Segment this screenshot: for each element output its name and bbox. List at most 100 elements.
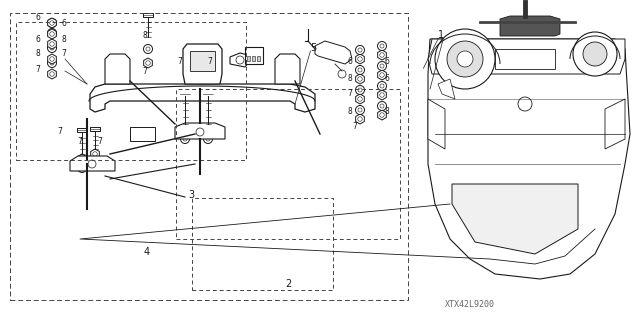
Polygon shape: [605, 99, 625, 149]
Polygon shape: [428, 39, 625, 74]
Text: 7: 7: [36, 64, 40, 73]
Text: 7: 7: [207, 57, 212, 66]
Bar: [252, 56, 255, 61]
Text: 7: 7: [143, 67, 147, 76]
Text: 7: 7: [61, 49, 67, 58]
Polygon shape: [356, 114, 364, 124]
Text: 5: 5: [310, 43, 317, 53]
Circle shape: [378, 101, 387, 110]
Polygon shape: [77, 128, 87, 132]
Circle shape: [355, 65, 365, 75]
Polygon shape: [356, 94, 364, 104]
Polygon shape: [378, 110, 387, 120]
Circle shape: [378, 41, 387, 50]
Circle shape: [205, 128, 211, 132]
Polygon shape: [230, 53, 250, 67]
Circle shape: [47, 28, 56, 38]
Text: 8: 8: [143, 31, 147, 40]
Polygon shape: [428, 39, 630, 279]
Circle shape: [88, 160, 96, 168]
Circle shape: [204, 135, 212, 144]
Circle shape: [380, 73, 384, 77]
Text: 7: 7: [353, 122, 357, 131]
Polygon shape: [77, 154, 86, 164]
Circle shape: [573, 32, 617, 76]
Circle shape: [378, 62, 387, 70]
Polygon shape: [175, 123, 225, 139]
Text: 6: 6: [36, 34, 40, 43]
Text: 7: 7: [348, 89, 353, 98]
Text: 6: 6: [385, 57, 389, 66]
Circle shape: [355, 85, 365, 94]
Text: 1: 1: [438, 30, 445, 40]
Circle shape: [380, 113, 384, 117]
Text: 8: 8: [348, 74, 353, 83]
Circle shape: [236, 56, 244, 64]
Text: 2: 2: [285, 279, 291, 289]
Polygon shape: [183, 44, 222, 84]
Circle shape: [447, 41, 483, 77]
Text: XTX42L9200: XTX42L9200: [445, 300, 495, 309]
Text: 6: 6: [348, 57, 353, 66]
Circle shape: [50, 57, 54, 61]
Circle shape: [338, 70, 346, 78]
Bar: [247, 56, 250, 61]
Polygon shape: [70, 156, 115, 171]
Circle shape: [80, 157, 84, 161]
Polygon shape: [47, 18, 56, 28]
Circle shape: [355, 46, 365, 55]
Circle shape: [180, 135, 189, 144]
Circle shape: [358, 77, 362, 81]
Circle shape: [47, 19, 56, 27]
Text: 7: 7: [177, 57, 182, 66]
Text: 8: 8: [348, 107, 353, 116]
Polygon shape: [438, 79, 455, 99]
Polygon shape: [204, 125, 212, 135]
Polygon shape: [180, 125, 189, 135]
Polygon shape: [275, 54, 300, 84]
Polygon shape: [47, 29, 56, 39]
Polygon shape: [91, 149, 99, 159]
Polygon shape: [452, 184, 578, 254]
Circle shape: [143, 44, 152, 54]
Polygon shape: [356, 54, 364, 64]
Circle shape: [47, 43, 56, 53]
Polygon shape: [143, 13, 153, 17]
Text: 8: 8: [61, 34, 67, 43]
Polygon shape: [105, 54, 130, 84]
Text: 3: 3: [189, 190, 195, 200]
Circle shape: [77, 164, 86, 173]
Circle shape: [50, 72, 54, 76]
Polygon shape: [90, 84, 315, 112]
Polygon shape: [378, 70, 387, 80]
Polygon shape: [47, 69, 56, 79]
Text: 8: 8: [36, 49, 40, 58]
Circle shape: [183, 128, 188, 132]
Circle shape: [93, 152, 97, 156]
Text: 6: 6: [36, 13, 40, 23]
Circle shape: [583, 42, 607, 66]
Polygon shape: [378, 90, 387, 100]
Circle shape: [380, 53, 384, 57]
Text: 8: 8: [385, 107, 389, 116]
Polygon shape: [90, 127, 100, 131]
Circle shape: [50, 32, 54, 36]
Polygon shape: [130, 127, 155, 141]
Circle shape: [50, 42, 54, 46]
Polygon shape: [245, 47, 263, 64]
Circle shape: [358, 117, 362, 121]
Polygon shape: [428, 99, 445, 149]
Circle shape: [50, 21, 54, 25]
Circle shape: [518, 97, 532, 111]
Circle shape: [355, 106, 365, 115]
Circle shape: [378, 81, 387, 91]
Polygon shape: [190, 51, 215, 71]
Text: 6: 6: [385, 74, 389, 83]
Bar: [257, 56, 260, 61]
Polygon shape: [378, 50, 387, 60]
Circle shape: [380, 93, 384, 97]
Polygon shape: [495, 49, 555, 69]
Polygon shape: [180, 92, 190, 96]
Text: 7: 7: [77, 137, 83, 146]
Polygon shape: [500, 16, 560, 36]
